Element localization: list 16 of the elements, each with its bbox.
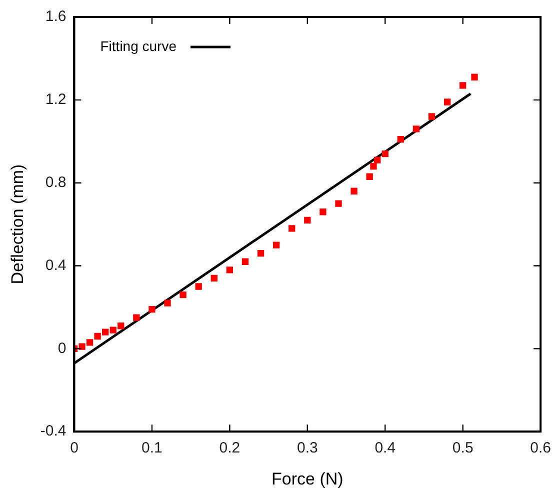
x-axis-title: Force (N)	[272, 469, 344, 488]
y-tick-label: 0.8	[45, 174, 66, 191]
x-tick-label: 0.2	[219, 440, 240, 457]
y-tick-label: 0.4	[45, 256, 66, 274]
x-tick-label: 0	[70, 440, 78, 457]
legend-label: Fitting curve	[100, 38, 177, 54]
y-tick-label: 1.2	[45, 91, 66, 108]
x-tick-label: 0.5	[452, 440, 474, 457]
x-tick-label: 0.1	[142, 440, 162, 457]
y-axis-title: Deflection (mm)	[8, 164, 27, 284]
y-tick-label: 0	[58, 340, 66, 357]
y-tick-label: 1.6	[45, 8, 66, 26]
x-tick-label: 0.3	[296, 440, 318, 457]
x-tick-label: 0.6	[530, 440, 552, 457]
y-tick-label: -0.4	[40, 422, 66, 440]
x-tick-label: 0.4	[374, 440, 396, 457]
